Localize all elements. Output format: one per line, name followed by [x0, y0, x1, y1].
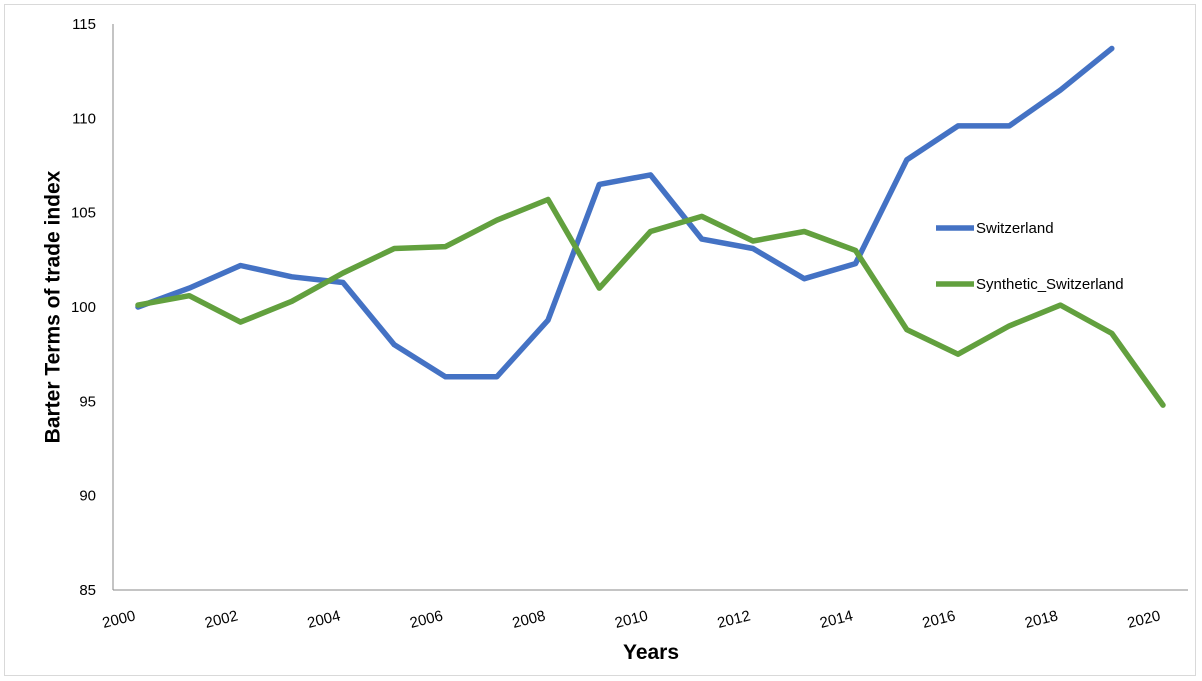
legend-label: Synthetic_Switzerland — [976, 276, 1124, 293]
y-tick-label: 85 — [79, 582, 96, 599]
series-line-switzerland — [135, 45, 1115, 380]
y-axis-title: Barter Terms of trade index — [41, 170, 64, 443]
x-tick-label: 2020 — [1126, 607, 1162, 632]
legend-label: Switzerland — [976, 220, 1054, 237]
y-tick-labels: 85 90 95 100 105 110 115 — [71, 16, 96, 599]
x-tick-label: 2014 — [818, 607, 854, 632]
legend: Switzerland Synthetic_Switzerland — [936, 220, 1124, 293]
x-tick-label: 2000 — [101, 607, 137, 632]
x-tick-label: 2018 — [1023, 607, 1059, 632]
y-tick-label: 110 — [72, 110, 96, 127]
chart-frame — [4, 4, 1196, 676]
series-lines — [135, 45, 1166, 408]
x-tick-label: 2002 — [203, 607, 239, 632]
x-tick-label: 2004 — [306, 607, 342, 632]
series-line-synthetic-switzerland — [135, 196, 1166, 408]
x-tick-label: 2010 — [613, 607, 649, 632]
x-tick-label: 2016 — [921, 607, 957, 632]
y-tick-label: 90 — [79, 488, 96, 505]
axes — [112, 24, 1188, 591]
x-tick-labels: 2000 2002 2004 2006 2008 2010 2012 2014 2016 2018… — [101, 607, 1162, 632]
y-tick-label: 105 — [71, 205, 96, 222]
y-tick-label: 95 — [79, 393, 96, 410]
x-tick-label: 2008 — [511, 607, 547, 632]
x-tick-label: 2012 — [716, 607, 752, 632]
x-axis-title: Years — [623, 641, 679, 664]
y-tick-label: 100 — [71, 299, 96, 316]
y-tick-label: 115 — [72, 16, 96, 33]
x-tick-label: 2006 — [408, 607, 444, 632]
